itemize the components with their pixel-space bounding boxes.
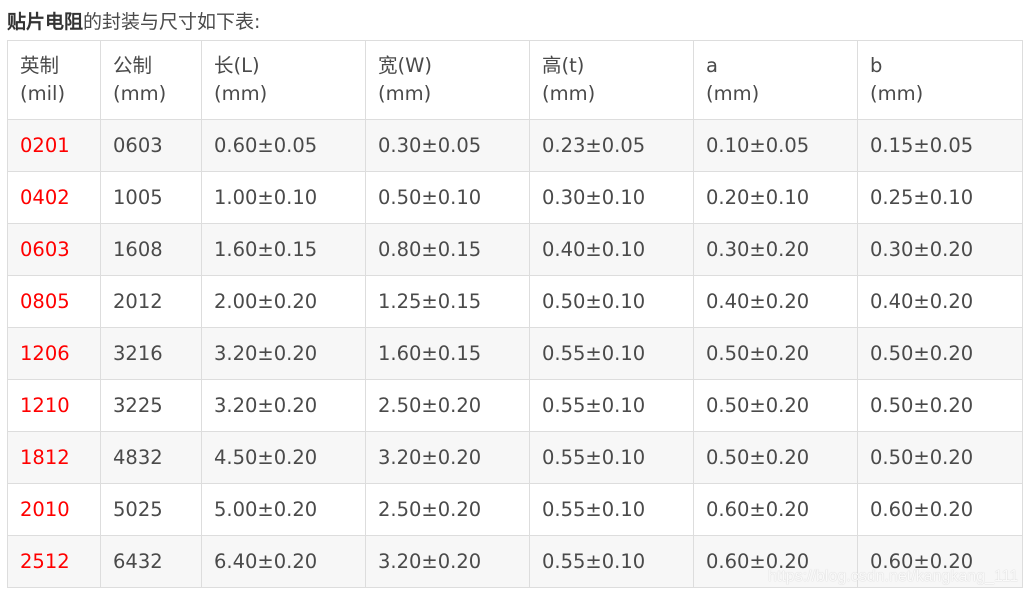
table-cell: 0.50±0.20 <box>857 379 1023 432</box>
header-line: a <box>706 54 718 77</box>
table-row: 2512 6432 6.40±0.20 3.20±0.20 0.55±0.10 0.60±… <box>7 535 1023 588</box>
table-cell: 0.55±0.10 <box>529 379 694 432</box>
table-cell: 0.50±0.20 <box>693 431 858 484</box>
column-header: 公制 (mm) <box>100 40 202 120</box>
table-cell: 0.55±0.10 <box>529 483 694 536</box>
imperial-code-cell: 0201 <box>7 119 101 172</box>
column-header: a (mm) <box>693 40 858 120</box>
header-line: 宽(W) <box>378 54 432 77</box>
column-header: 英制 (mil) <box>7 40 101 120</box>
table-cell: 0.50±0.20 <box>857 431 1023 484</box>
intro-rest: 的封装与尺寸如下表: <box>83 11 261 33</box>
table-cell: 0.55±0.10 <box>529 431 694 484</box>
table-row: 0603 1608 1.60±0.15 0.80±0.15 0.40±0.10 0.30±… <box>7 223 1023 276</box>
column-header: b (mm) <box>857 40 1023 120</box>
table-cell: 3.20±0.20 <box>201 327 366 380</box>
table-cell: 0.40±0.10 <box>529 223 694 276</box>
table-cell: 1005 <box>100 171 202 224</box>
table-cell: 4.50±0.20 <box>201 431 366 484</box>
imperial-code-cell: 0805 <box>7 275 101 328</box>
table-cell: 0.10±0.05 <box>693 119 858 172</box>
imperial-code-cell: 0603 <box>7 223 101 276</box>
table-cell: 0.30±0.20 <box>857 223 1023 276</box>
header-line: (mm) <box>378 82 432 105</box>
table-cell: 6432 <box>100 535 202 588</box>
header-line: (mil) <box>20 82 66 105</box>
header-line: 高(t) <box>542 54 585 77</box>
intro-bold: 贴片电阻 <box>7 11 84 33</box>
header-line: (mm) <box>113 82 167 105</box>
table-cell: 0.60±0.05 <box>201 119 366 172</box>
table-cell: 5025 <box>100 483 202 536</box>
table-cell: 3.20±0.20 <box>201 379 366 432</box>
table-cell: 0.50±0.10 <box>529 275 694 328</box>
watermark: https://blog.csdn.net/kangkang_111 <box>768 568 1019 585</box>
table-cell: 0.30±0.10 <box>529 171 694 224</box>
table-cell: 5.00±0.20 <box>201 483 366 536</box>
table-cell: 0.55±0.10 <box>529 327 694 380</box>
table-cell: 1608 <box>100 223 202 276</box>
table-row: 1210 3225 3.20±0.20 2.50±0.20 0.55±0.10 0.50±… <box>7 379 1023 432</box>
table-row: 1812 4832 4.50±0.20 3.20±0.20 0.55±0.10 0.50±… <box>7 431 1023 484</box>
table-cell: 1.25±0.15 <box>365 275 530 328</box>
header-line: 长(L) <box>214 54 260 77</box>
table-row: 0402 1005 1.00±0.10 0.50±0.10 0.30±0.10 0.20±… <box>7 171 1023 224</box>
table-row: 2010 5025 5.00±0.20 2.50±0.20 0.55±0.10 0.60±… <box>7 483 1023 536</box>
table-cell: 3.20±0.20 <box>365 431 530 484</box>
column-header: 高(t) (mm) <box>529 40 694 120</box>
table-cell: 0.15±0.05 <box>857 119 1023 172</box>
table-cell: 1.60±0.15 <box>201 223 366 276</box>
table-cell: 6.40±0.20 <box>201 535 366 588</box>
table-cell: 3.20±0.20 <box>365 535 530 588</box>
table-cell: 0.60±0.20 <box>857 535 1023 588</box>
imperial-code-cell: 0402 <box>7 171 101 224</box>
table-cell: 0.60±0.20 <box>693 535 858 588</box>
header-line: b <box>870 54 883 77</box>
table-cell: 2.50±0.20 <box>365 483 530 536</box>
table-row: 1206 3216 3.20±0.20 1.60±0.15 0.55±0.10 0.50±… <box>7 327 1023 380</box>
header-line: (mm) <box>214 82 268 105</box>
table-cell: 0.60±0.20 <box>857 483 1023 536</box>
column-header: 长(L) (mm) <box>201 40 366 120</box>
table-cell: 2.00±0.20 <box>201 275 366 328</box>
table-cell: 0.80±0.15 <box>365 223 530 276</box>
imperial-code-cell: 2010 <box>7 483 101 536</box>
table-row: 0201 0603 0.60±0.05 0.30±0.05 0.23±0.05 0.10±… <box>7 119 1023 172</box>
resistor-package-table: 英制 (mil) 公制 (mm) 长(L) (mm) 宽(W) (mm) 高(t) (mm) a (m… <box>7 40 1023 588</box>
table-cell: 2012 <box>100 275 202 328</box>
imperial-code-cell: 2512 <box>7 535 101 588</box>
table-cell: 0603 <box>100 119 202 172</box>
header-line: 公制 <box>113 54 153 77</box>
imperial-code-cell: 1206 <box>7 327 101 380</box>
table-cell: 2.50±0.20 <box>365 379 530 432</box>
table-cell: 3216 <box>100 327 202 380</box>
table-cell: 0.60±0.20 <box>693 483 858 536</box>
table-cell: 4832 <box>100 431 202 484</box>
intro-text: 贴片电阻的封装与尺寸如下表: <box>7 10 260 34</box>
imperial-code-cell: 1812 <box>7 431 101 484</box>
table-cell: 0.50±0.20 <box>857 327 1023 380</box>
table-cell: 1.60±0.15 <box>365 327 530 380</box>
table-row: 0805 2012 2.00±0.20 1.25±0.15 0.50±0.10 0.40±… <box>7 275 1023 328</box>
table-cell: 0.55±0.10 <box>529 535 694 588</box>
table-cell: 0.50±0.20 <box>693 327 858 380</box>
header-row: 英制 (mil) 公制 (mm) 长(L) (mm) 宽(W) (mm) 高(t) (mm) a (m… <box>7 40 1023 120</box>
table-cell: 0.30±0.05 <box>365 119 530 172</box>
table-cell: 0.50±0.20 <box>693 379 858 432</box>
table-cell: 0.30±0.20 <box>693 223 858 276</box>
table-cell: 1.00±0.10 <box>201 171 366 224</box>
header-line: (mm) <box>870 82 924 105</box>
header-line: (mm) <box>542 82 596 105</box>
table-cell: 0.40±0.20 <box>857 275 1023 328</box>
table-cell: 0.40±0.20 <box>693 275 858 328</box>
header-line: (mm) <box>706 82 760 105</box>
table-cell: 3225 <box>100 379 202 432</box>
table-cell: 0.20±0.10 <box>693 171 858 224</box>
table-cell: 0.23±0.05 <box>529 119 694 172</box>
imperial-code-cell: 1210 <box>7 379 101 432</box>
column-header: 宽(W) (mm) <box>365 40 530 120</box>
header-line: 英制 <box>20 54 60 77</box>
table-cell: 0.50±0.10 <box>365 171 530 224</box>
table-cell: 0.25±0.10 <box>857 171 1023 224</box>
